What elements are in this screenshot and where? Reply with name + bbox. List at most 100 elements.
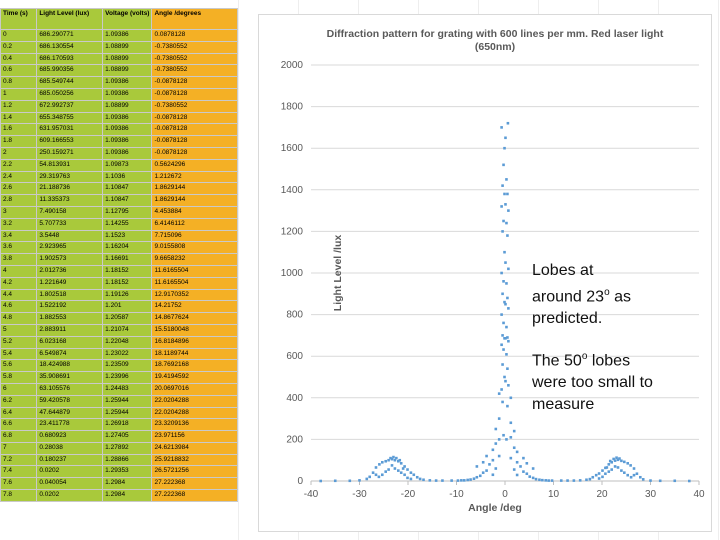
diffraction-chart[interactable]: Diffraction pattern for grating with 600…: [258, 14, 712, 532]
cell-angle[interactable]: 14.21752: [151, 300, 238, 314]
cell-time[interactable]: 6.6: [0, 418, 38, 432]
cell-voltage[interactable]: 1.28866: [102, 453, 153, 467]
cell-angle[interactable]: 22.0204288: [151, 406, 238, 420]
cell-voltage[interactable]: 1.10847: [102, 194, 153, 207]
cell-angle[interactable]: 1.212672: [151, 170, 238, 184]
header-voltage[interactable]: Voltage (volts): [102, 8, 153, 30]
cell-time[interactable]: 0: [0, 29, 38, 42]
cell-angle[interactable]: 1.8629144: [151, 194, 238, 207]
cell-time[interactable]: 4.6: [0, 300, 38, 314]
cell-angle[interactable]: 18.1189744: [151, 347, 238, 361]
cell-voltage[interactable]: 1.18152: [102, 264, 153, 278]
cell-time[interactable]: 6: [0, 382, 38, 396]
cell-time[interactable]: 7.8: [0, 489, 38, 502]
cell-light-level[interactable]: 6.023168: [36, 335, 104, 349]
cell-time[interactable]: 5: [0, 323, 38, 337]
cell-angle[interactable]: 27.222368: [151, 477, 238, 491]
cell-light-level[interactable]: 686.290771: [36, 29, 104, 42]
cell-light-level[interactable]: 0.0202: [36, 489, 104, 502]
cell-angle[interactable]: 0.0878128: [151, 29, 238, 42]
cell-angle[interactable]: 26.5721256: [151, 465, 238, 479]
cell-angle[interactable]: 12.9170352: [151, 288, 238, 302]
cell-time[interactable]: 7.6: [0, 477, 38, 491]
cell-angle[interactable]: 25.9218832: [151, 453, 238, 467]
cell-voltage[interactable]: 1.23022: [102, 347, 153, 361]
cell-voltage[interactable]: 1.12795: [102, 205, 153, 219]
header-angle[interactable]: Angle /degrees: [151, 8, 238, 30]
cell-light-level[interactable]: 2.012736: [36, 264, 104, 278]
cell-angle[interactable]: 24.6213984: [151, 441, 238, 455]
cell-voltage[interactable]: 1.16204: [102, 241, 153, 255]
cell-light-level[interactable]: 29.319763: [36, 170, 104, 184]
cell-voltage[interactable]: 1.08899: [102, 64, 153, 78]
cell-time[interactable]: 1.2: [0, 99, 38, 113]
cell-voltage[interactable]: 1.09873: [102, 158, 153, 172]
cell-angle[interactable]: 14.8677624: [151, 312, 238, 325]
cell-time[interactable]: 5.8: [0, 371, 38, 384]
cell-angle[interactable]: 4.453884: [151, 205, 238, 219]
cell-time[interactable]: 1: [0, 87, 38, 101]
cell-light-level[interactable]: 0.28038: [36, 441, 104, 455]
cell-light-level[interactable]: 7.490158: [36, 205, 104, 219]
cell-angle[interactable]: 9.6658232: [151, 253, 238, 266]
cell-time[interactable]: 5.6: [0, 359, 38, 373]
cell-light-level[interactable]: 686.130554: [36, 40, 104, 54]
cell-time[interactable]: 0.4: [0, 52, 38, 66]
cell-angle[interactable]: 19.4194592: [151, 371, 238, 384]
cell-time[interactable]: 7: [0, 441, 38, 455]
cell-light-level[interactable]: 685.050256: [36, 87, 104, 101]
cell-light-level[interactable]: 0.0202: [36, 465, 104, 479]
cell-voltage[interactable]: 1.26918: [102, 418, 153, 432]
cell-angle[interactable]: -0.0878128: [151, 87, 238, 101]
cell-time[interactable]: 0.2: [0, 40, 38, 54]
cell-time[interactable]: 7.4: [0, 465, 38, 479]
cell-time[interactable]: 7.2: [0, 453, 38, 467]
cell-time[interactable]: 3.4: [0, 229, 38, 243]
cell-time[interactable]: 4.2: [0, 276, 38, 290]
cell-voltage[interactable]: 1.21074: [102, 323, 153, 337]
cell-light-level[interactable]: 21.188736: [36, 182, 104, 196]
cell-voltage[interactable]: 1.16691: [102, 253, 153, 266]
cell-angle[interactable]: -0.7380552: [151, 64, 238, 78]
cell-light-level[interactable]: 0.180237: [36, 453, 104, 467]
cell-light-level[interactable]: 2.923965: [36, 241, 104, 255]
cell-time[interactable]: 0.6: [0, 64, 38, 78]
cell-voltage[interactable]: 1.25944: [102, 406, 153, 420]
cell-angle[interactable]: 16.8184896: [151, 335, 238, 349]
cell-voltage[interactable]: 1.1523: [102, 229, 153, 243]
cell-voltage[interactable]: 1.27405: [102, 430, 153, 443]
cell-time[interactable]: 6.2: [0, 394, 38, 408]
cell-angle[interactable]: -0.0878128: [151, 123, 238, 137]
cell-voltage[interactable]: 1.09386: [102, 29, 153, 42]
cell-voltage[interactable]: 1.09386: [102, 76, 153, 89]
cell-light-level[interactable]: 35.908691: [36, 371, 104, 384]
cell-light-level[interactable]: 11.335373: [36, 194, 104, 207]
cell-light-level[interactable]: 0.680923: [36, 430, 104, 443]
cell-time[interactable]: 2.4: [0, 170, 38, 184]
cell-angle[interactable]: 27.222368: [151, 489, 238, 502]
cell-light-level[interactable]: 0.040054: [36, 477, 104, 491]
cell-light-level[interactable]: 63.105576: [36, 382, 104, 396]
cell-voltage[interactable]: 1.08899: [102, 99, 153, 113]
header-time[interactable]: Time (s): [0, 8, 38, 30]
cell-time[interactable]: 3: [0, 205, 38, 219]
cell-light-level[interactable]: 1.902573: [36, 253, 104, 266]
cell-time[interactable]: 1.8: [0, 135, 38, 148]
cell-time[interactable]: 1.4: [0, 111, 38, 125]
cell-angle[interactable]: 6.4146112: [151, 217, 238, 231]
cell-light-level[interactable]: 609.166553: [36, 135, 104, 148]
cell-voltage[interactable]: 1.29353: [102, 465, 153, 479]
cell-time[interactable]: 5.4: [0, 347, 38, 361]
header-light-level[interactable]: Light Level (lux): [36, 8, 104, 30]
cell-voltage[interactable]: 1.27892: [102, 441, 153, 455]
cell-angle[interactable]: 1.8629144: [151, 182, 238, 196]
cell-light-level[interactable]: 631.957031: [36, 123, 104, 137]
cell-angle[interactable]: 9.0155808: [151, 241, 238, 255]
cell-light-level[interactable]: 250.159271: [36, 146, 104, 160]
cell-light-level[interactable]: 5.707733: [36, 217, 104, 231]
cell-voltage[interactable]: 1.2984: [102, 477, 153, 491]
cell-angle[interactable]: -0.0878128: [151, 111, 238, 125]
cell-angle[interactable]: 15.5180048: [151, 323, 238, 337]
cell-time[interactable]: 4.4: [0, 288, 38, 302]
cell-angle[interactable]: -0.7380552: [151, 99, 238, 113]
